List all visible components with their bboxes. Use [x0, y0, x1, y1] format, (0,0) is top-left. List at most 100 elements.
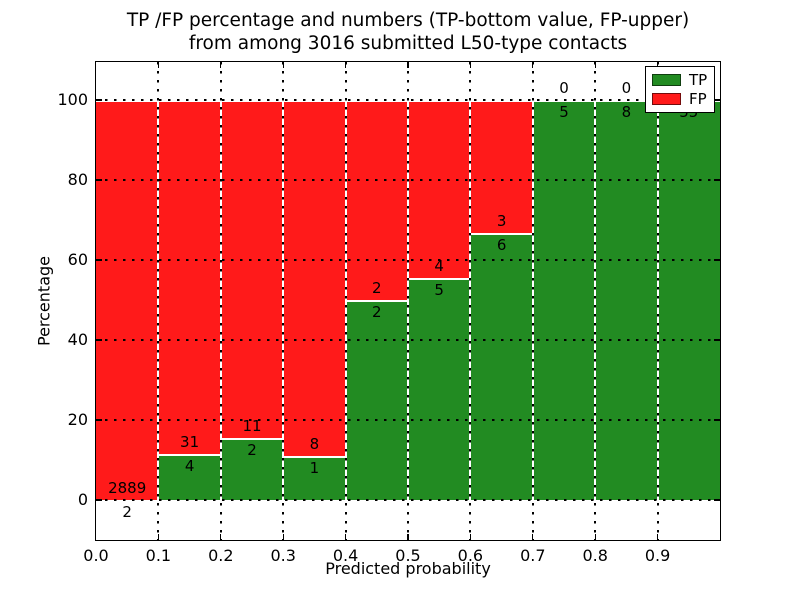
y-tick-mark: [96, 99, 102, 101]
fp-bar: [96, 100, 159, 500]
y-tick-label: 60: [67, 250, 88, 269]
y-tick-mark-right: [714, 499, 720, 501]
tp-bar: [345, 300, 408, 500]
legend-label-fp: FP: [689, 89, 707, 108]
y-tick-mark: [96, 419, 102, 421]
tp-count-label: 5: [434, 280, 444, 299]
fp-bar: [283, 100, 346, 456]
y-tick-label: 100: [57, 90, 88, 109]
fp-bar: [345, 100, 408, 300]
fp-count-label: 3: [496, 212, 507, 231]
bar-boundary-gridline: [407, 62, 409, 540]
x-tick-label: 0.3: [270, 546, 296, 565]
y-tick-mark-right: [714, 339, 720, 341]
tp-count-label: 8: [621, 103, 632, 121]
tp-bar: [657, 100, 720, 500]
x-tick-label: 0.0: [83, 546, 109, 565]
tp-bar: [283, 455, 346, 500]
fp-count-label: 2889: [108, 478, 147, 497]
y-tick-mark: [96, 179, 102, 181]
fp-bar: [158, 100, 221, 455]
fp-count-label: 8: [309, 434, 320, 453]
fp-bar: [470, 100, 533, 234]
chart-title-line2: from among 3016 submitted L50-type conta…: [188, 33, 628, 54]
chart-title: TP /FP percentage and numbers (TP-bottom…: [96, 9, 720, 55]
x-axis-label: Predicted probability: [325, 559, 491, 578]
x-tick-mark: [220, 534, 222, 540]
fp-color-swatch: [652, 92, 681, 105]
fp-bar: [220, 100, 284, 439]
y-tick-label: 20: [67, 410, 88, 429]
bar-boundary-gridline: [531, 62, 534, 540]
x-tick-mark: [594, 534, 596, 540]
legend-entry-tp: TP: [652, 71, 708, 89]
x-tick-label: 0.1: [145, 546, 172, 565]
x-tick-label: 0.7: [520, 546, 546, 565]
x-tick-mark: [657, 534, 659, 540]
tp-bar: [532, 100, 596, 500]
y-tick-mark-right: [714, 179, 720, 181]
x-tick-label: 0.9: [644, 546, 671, 565]
y-tick-mark-right: [714, 259, 720, 261]
bar-boundary-gridline: [469, 62, 472, 540]
tp-color-swatch: [652, 74, 681, 87]
tp-count-label: 4: [184, 457, 195, 476]
x-tick-label: 0.2: [208, 546, 234, 565]
fp-count-label: 31: [180, 433, 200, 452]
x-tick-mark-top: [407, 62, 409, 68]
x-tick-mark-top: [594, 62, 596, 68]
legend-entry-fp: FP: [652, 90, 708, 108]
x-tick-mark: [345, 534, 347, 540]
y-tick-mark-right: [714, 419, 720, 421]
x-tick-mark-top: [282, 62, 284, 68]
bar-boundary-gridline: [157, 62, 160, 540]
legend-label-tp: TP: [689, 71, 708, 90]
x-tick-mark-top: [157, 62, 159, 68]
fp-count-label: 2: [372, 279, 382, 297]
x-tick-mark: [532, 534, 534, 540]
plot-area: 28892314112812245360508055: [96, 62, 720, 540]
fp-bar: [408, 100, 471, 278]
tp-bar: [158, 454, 221, 500]
x-tick-mark-top: [345, 62, 347, 68]
tp-bar: [220, 438, 284, 500]
y-tick-mark: [96, 259, 102, 261]
tp-count-label: 2: [247, 441, 257, 460]
bar-boundary-gridline: [656, 62, 659, 540]
fp-count-label: 4: [434, 256, 444, 275]
x-tick-mark-top: [220, 62, 222, 68]
tp-count-label: 2: [372, 303, 382, 321]
bar-boundary-gridline: [282, 62, 285, 540]
x-tick-mark-top: [532, 62, 534, 68]
legend: TP FP: [645, 66, 715, 113]
y-tick-label: 0: [77, 490, 88, 509]
y-tick-label: 80: [67, 170, 88, 189]
bar-boundary-gridline: [594, 62, 597, 540]
x-tick-mark: [469, 534, 471, 540]
x-tick-mark: [407, 534, 409, 540]
tp-count-label: 1: [309, 458, 320, 477]
fp-count-label: 0: [559, 79, 569, 97]
tp-count-label: 6: [496, 236, 507, 255]
x-tick-label: 0.6: [457, 546, 484, 565]
tp-count-label: 2: [122, 502, 132, 521]
tp-bar: [595, 100, 658, 500]
x-tick-label: 0.5: [395, 546, 421, 565]
tp-count-label: 5: [559, 103, 569, 121]
fp-count-label: 11: [242, 417, 262, 436]
x-tick-label: 0.4: [332, 546, 359, 565]
x-tick-mark: [157, 534, 159, 540]
bar-boundary-gridline: [219, 62, 222, 540]
x-tick-label: 0.8: [582, 546, 608, 565]
x-tick-mark: [282, 534, 284, 540]
y-tick-mark: [96, 339, 102, 341]
y-tick-label: 40: [67, 330, 88, 349]
fp-count-label: 0: [621, 79, 632, 97]
bar-boundary-gridline: [344, 62, 347, 540]
tp-bar: [470, 233, 533, 500]
x-tick-mark-top: [657, 62, 659, 68]
chart-title-line1: TP /FP percentage and numbers (TP-bottom…: [126, 10, 690, 31]
x-tick-mark-top: [469, 62, 471, 68]
tp-bar: [408, 277, 471, 500]
